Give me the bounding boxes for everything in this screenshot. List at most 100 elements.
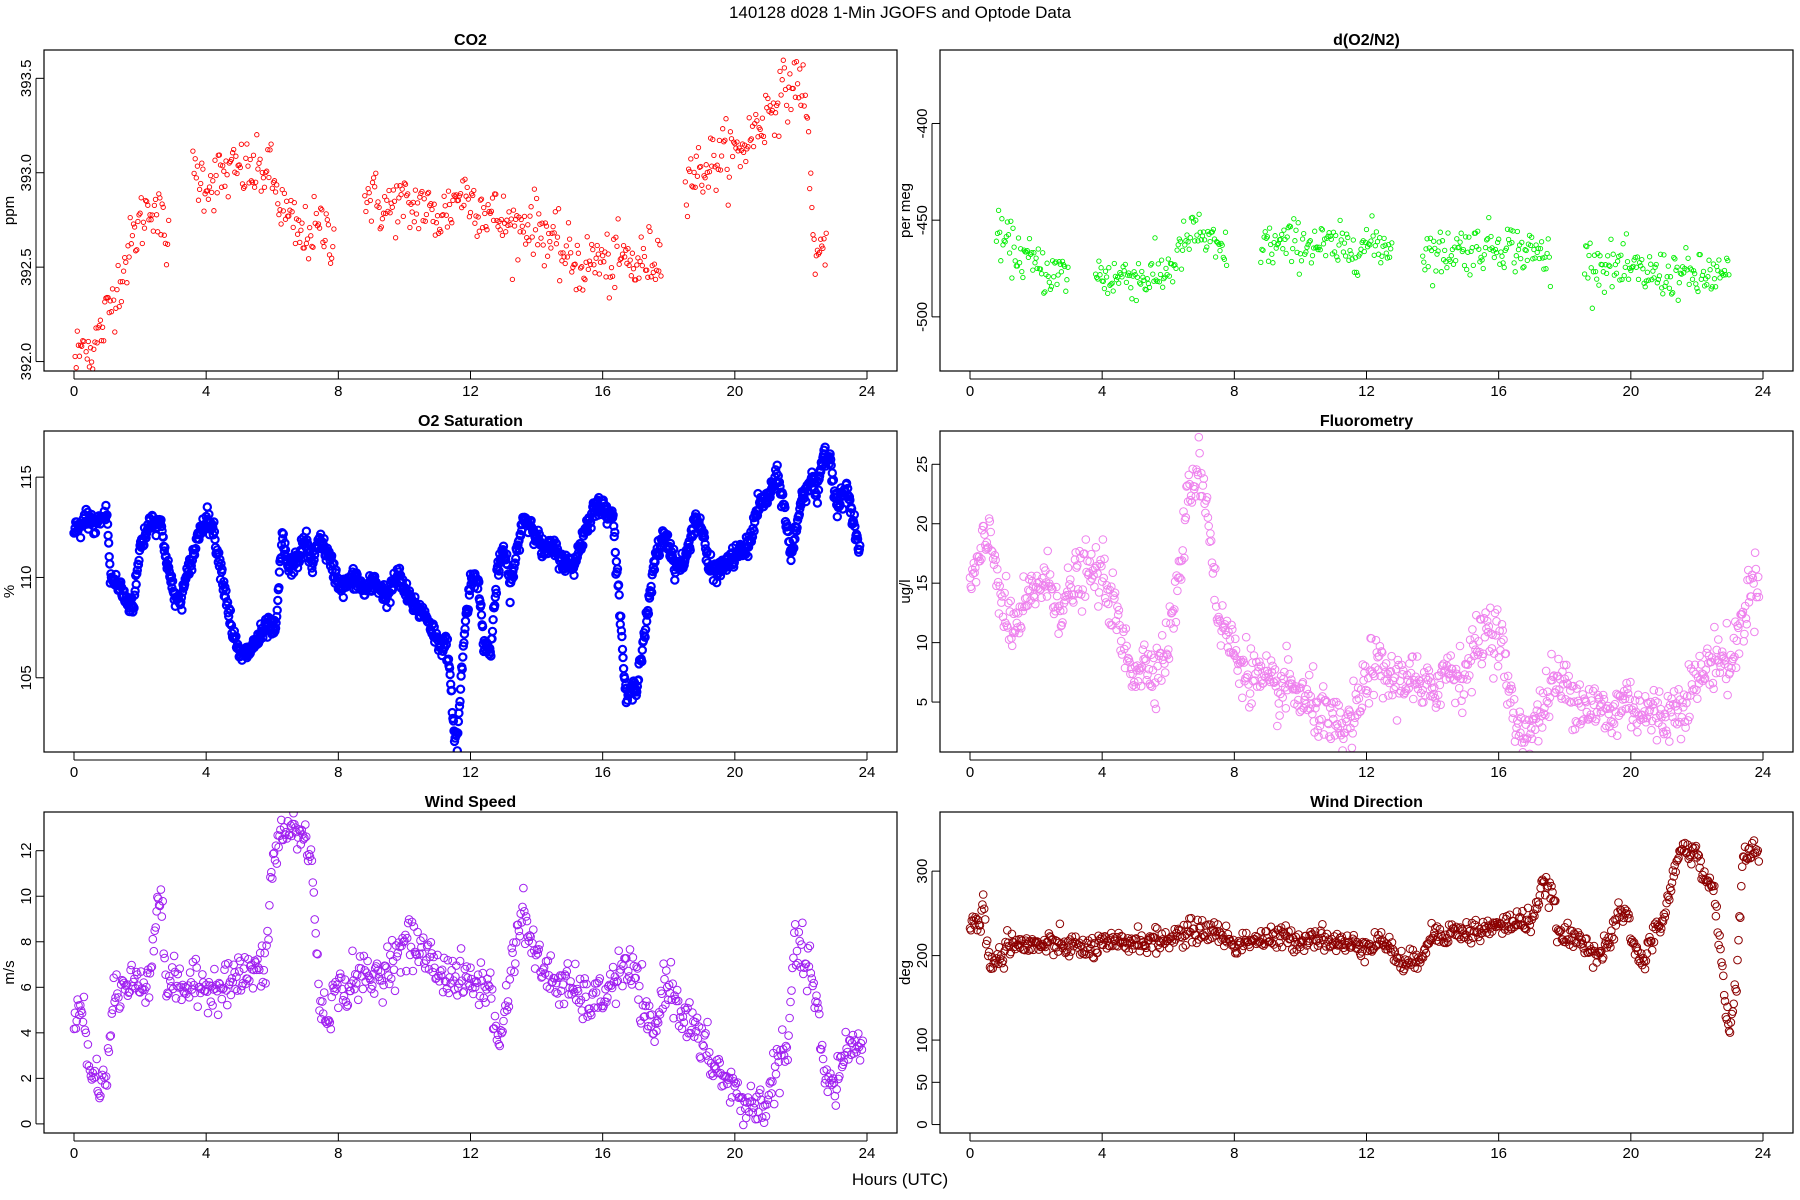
data-point [1150,271,1156,277]
data-point [1454,683,1464,693]
data-point [1206,536,1216,546]
data-point [327,992,337,1002]
data-point [561,254,567,260]
data-point [1147,262,1154,268]
data-point [630,266,637,272]
data-point [1205,537,1214,547]
data-point [647,228,653,235]
data-point [476,958,486,967]
data-point [684,213,691,220]
data-point [993,564,1002,574]
data-point [1096,258,1102,264]
data-point [134,555,144,566]
data-point [1203,247,1209,253]
data-point [749,526,759,536]
data-point [1467,272,1473,278]
data-point [757,126,763,133]
data-point [1690,268,1697,274]
data-point [571,556,581,566]
data-point [1392,716,1402,725]
data-point [1444,264,1450,271]
data-point [1116,646,1125,655]
data-point [501,555,511,565]
data-point [146,963,156,973]
data-point [530,251,536,257]
data-point [721,139,727,145]
data-point [409,209,415,215]
data-point [310,244,316,250]
data-point [664,980,674,990]
data-point [1110,594,1119,603]
data-point [574,998,584,1007]
data-point [1325,233,1331,239]
data-point [1186,246,1192,252]
data-point [1544,712,1554,722]
data-point [385,597,395,608]
data-point [272,605,282,615]
x-tick-label: 4 [202,764,210,781]
data-point [1661,726,1671,736]
data-point [539,963,549,972]
data-point [448,716,459,726]
data-point [1429,283,1436,289]
data-point [443,212,449,218]
data-point [1012,258,1018,264]
data-point [206,184,213,190]
data-point [192,156,198,162]
data-point [783,102,790,109]
data-point [470,982,480,992]
data-point [1375,641,1385,651]
data-point [803,944,813,953]
data-point [789,543,799,553]
data-point [585,517,596,528]
data-point [1605,722,1614,731]
data-point [1090,582,1099,592]
data-point [750,1098,760,1108]
panel-title: Wind Speed [425,794,516,811]
data-point [289,812,298,818]
data-point [669,1013,678,1023]
data-point [1371,635,1381,645]
data-point [1632,254,1638,261]
data-point [490,217,497,224]
data-point [592,978,602,988]
data-point [1299,236,1306,242]
data-point [703,162,709,168]
data-point [798,918,807,928]
data-point [1350,713,1360,723]
data-point [515,931,525,941]
data-point [1639,256,1645,263]
data-point [568,250,574,256]
data-point [772,1044,782,1054]
data-point [685,998,694,1007]
x-tick-label: 12 [462,383,479,400]
data-point [1447,664,1457,674]
data-point [653,267,660,273]
data-point [166,976,175,986]
data-point [311,929,321,938]
data-point [138,195,144,201]
data-point [415,949,424,959]
data-point [729,562,739,572]
panel-title: O2 Saturation [418,413,523,430]
data-point [1551,685,1561,694]
data-point [590,246,596,253]
data-point [1464,654,1473,663]
data-point [715,166,721,173]
data-point [257,156,263,162]
data-point [107,1009,117,1018]
data-point [238,141,245,147]
data-point [156,885,166,894]
data-point [1373,229,1380,235]
data-point [340,975,350,984]
data-point [118,298,125,305]
data-point [780,57,786,63]
data-point [993,238,1000,244]
data-point [1198,481,1208,490]
data-point [826,454,836,465]
data-point [158,896,167,906]
data-point [1306,691,1315,701]
data-point [1097,272,1103,278]
data-point [387,210,393,216]
